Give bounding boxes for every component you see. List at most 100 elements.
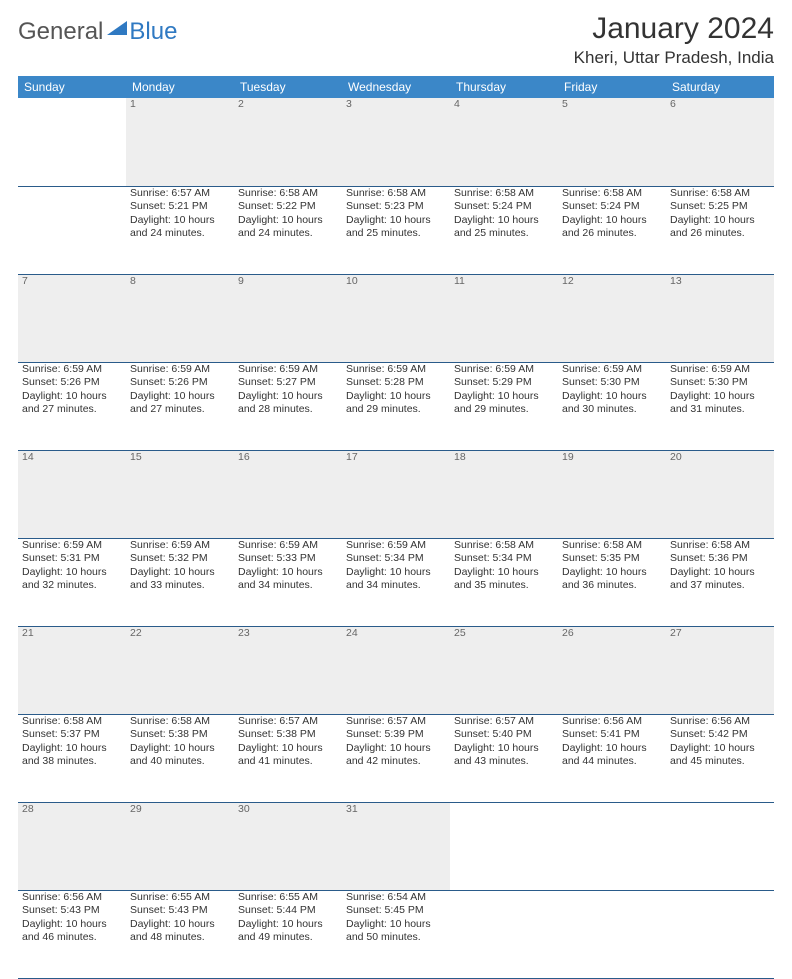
day-sunrise: Sunrise: 6:58 AM (670, 187, 770, 201)
day-cell: Sunrise: 6:58 AMSunset: 5:36 PMDaylight:… (666, 538, 774, 626)
day-number: 22 (126, 626, 234, 714)
day-number: 14 (18, 450, 126, 538)
day-number: 18 (450, 450, 558, 538)
day-day1: Daylight: 10 hours (346, 214, 446, 228)
day-number: 6 (666, 98, 774, 186)
day-number: 16 (234, 450, 342, 538)
weekday-header: Friday (558, 76, 666, 98)
day-day1: Daylight: 10 hours (130, 390, 230, 404)
month-title: January 2024 (574, 12, 774, 46)
day-number (666, 802, 774, 890)
day-day2: and 28 minutes. (238, 403, 338, 417)
day-number: 27 (666, 626, 774, 714)
day-sunset: Sunset: 5:44 PM (238, 904, 338, 918)
day-cell: Sunrise: 6:58 AMSunset: 5:35 PMDaylight:… (558, 538, 666, 626)
day-number: 24 (342, 626, 450, 714)
day-day2: and 42 minutes. (346, 755, 446, 769)
day-day1: Daylight: 10 hours (562, 214, 662, 228)
day-sunset: Sunset: 5:21 PM (130, 200, 230, 214)
day-cell: Sunrise: 6:58 AMSunset: 5:38 PMDaylight:… (126, 714, 234, 802)
day-cell (558, 890, 666, 978)
day-sunrise: Sunrise: 6:59 AM (454, 363, 554, 377)
day-day1: Daylight: 10 hours (346, 742, 446, 756)
day-cell: Sunrise: 6:57 AMSunset: 5:40 PMDaylight:… (450, 714, 558, 802)
day-number: 17 (342, 450, 450, 538)
day-number: 1 (126, 98, 234, 186)
day-day1: Daylight: 10 hours (346, 390, 446, 404)
day-cell: Sunrise: 6:57 AMSunset: 5:21 PMDaylight:… (126, 186, 234, 274)
day-sunrise: Sunrise: 6:59 AM (130, 363, 230, 377)
day-day1: Daylight: 10 hours (22, 918, 122, 932)
day-day1: Daylight: 10 hours (22, 566, 122, 580)
day-number-row: 14151617181920 (18, 450, 774, 538)
day-day1: Daylight: 10 hours (130, 566, 230, 580)
day-number: 2 (234, 98, 342, 186)
day-day1: Daylight: 10 hours (454, 742, 554, 756)
day-sunset: Sunset: 5:30 PM (562, 376, 662, 390)
day-day2: and 30 minutes. (562, 403, 662, 417)
day-sunrise: Sunrise: 6:57 AM (238, 715, 338, 729)
day-number: 30 (234, 802, 342, 890)
day-cell: Sunrise: 6:59 AMSunset: 5:28 PMDaylight:… (342, 362, 450, 450)
day-cell: Sunrise: 6:58 AMSunset: 5:25 PMDaylight:… (666, 186, 774, 274)
day-sunset: Sunset: 5:32 PM (130, 552, 230, 566)
day-sunset: Sunset: 5:34 PM (454, 552, 554, 566)
day-sunrise: Sunrise: 6:59 AM (238, 539, 338, 553)
day-sunrise: Sunrise: 6:54 AM (346, 891, 446, 905)
day-info-row: Sunrise: 6:58 AMSunset: 5:37 PMDaylight:… (18, 714, 774, 802)
day-number: 25 (450, 626, 558, 714)
day-day2: and 32 minutes. (22, 579, 122, 593)
day-cell: Sunrise: 6:55 AMSunset: 5:44 PMDaylight:… (234, 890, 342, 978)
day-sunrise: Sunrise: 6:55 AM (238, 891, 338, 905)
day-number: 10 (342, 274, 450, 362)
day-sunrise: Sunrise: 6:58 AM (562, 539, 662, 553)
day-number: 20 (666, 450, 774, 538)
day-day1: Daylight: 10 hours (238, 566, 338, 580)
day-sunset: Sunset: 5:27 PM (238, 376, 338, 390)
day-number: 11 (450, 274, 558, 362)
day-day1: Daylight: 10 hours (238, 742, 338, 756)
day-day2: and 26 minutes. (670, 227, 770, 241)
title-block: January 2024 Kheri, Uttar Pradesh, India (574, 12, 774, 68)
day-sunset: Sunset: 5:24 PM (454, 200, 554, 214)
day-cell: Sunrise: 6:58 AMSunset: 5:37 PMDaylight:… (18, 714, 126, 802)
day-day1: Daylight: 10 hours (238, 214, 338, 228)
day-sunrise: Sunrise: 6:56 AM (670, 715, 770, 729)
day-day1: Daylight: 10 hours (130, 918, 230, 932)
day-sunrise: Sunrise: 6:59 AM (670, 363, 770, 377)
day-sunset: Sunset: 5:35 PM (562, 552, 662, 566)
day-day2: and 29 minutes. (454, 403, 554, 417)
day-day2: and 31 minutes. (670, 403, 770, 417)
logo: General Blue (18, 12, 177, 46)
day-sunset: Sunset: 5:25 PM (670, 200, 770, 214)
day-cell: Sunrise: 6:59 AMSunset: 5:31 PMDaylight:… (18, 538, 126, 626)
day-day1: Daylight: 10 hours (670, 390, 770, 404)
logo-word-blue: Blue (129, 18, 177, 46)
day-number: 7 (18, 274, 126, 362)
day-sunset: Sunset: 5:31 PM (22, 552, 122, 566)
day-cell: Sunrise: 6:59 AMSunset: 5:34 PMDaylight:… (342, 538, 450, 626)
day-number: 8 (126, 274, 234, 362)
day-sunrise: Sunrise: 6:59 AM (346, 363, 446, 377)
day-day1: Daylight: 10 hours (346, 918, 446, 932)
day-sunrise: Sunrise: 6:58 AM (22, 715, 122, 729)
day-day2: and 46 minutes. (22, 931, 122, 945)
day-sunrise: Sunrise: 6:58 AM (670, 539, 770, 553)
day-number: 5 (558, 98, 666, 186)
day-cell (450, 890, 558, 978)
day-day1: Daylight: 10 hours (22, 390, 122, 404)
day-cell (666, 890, 774, 978)
day-sunrise: Sunrise: 6:58 AM (454, 539, 554, 553)
day-day1: Daylight: 10 hours (670, 742, 770, 756)
day-cell: Sunrise: 6:55 AMSunset: 5:43 PMDaylight:… (126, 890, 234, 978)
day-number: 26 (558, 626, 666, 714)
day-day2: and 29 minutes. (346, 403, 446, 417)
day-number: 23 (234, 626, 342, 714)
day-day2: and 43 minutes. (454, 755, 554, 769)
day-day2: and 25 minutes. (346, 227, 446, 241)
day-sunrise: Sunrise: 6:58 AM (346, 187, 446, 201)
day-info-row: Sunrise: 6:59 AMSunset: 5:31 PMDaylight:… (18, 538, 774, 626)
day-cell: Sunrise: 6:58 AMSunset: 5:22 PMDaylight:… (234, 186, 342, 274)
day-cell: Sunrise: 6:58 AMSunset: 5:23 PMDaylight:… (342, 186, 450, 274)
calendar-table: Sunday Monday Tuesday Wednesday Thursday… (18, 76, 774, 979)
